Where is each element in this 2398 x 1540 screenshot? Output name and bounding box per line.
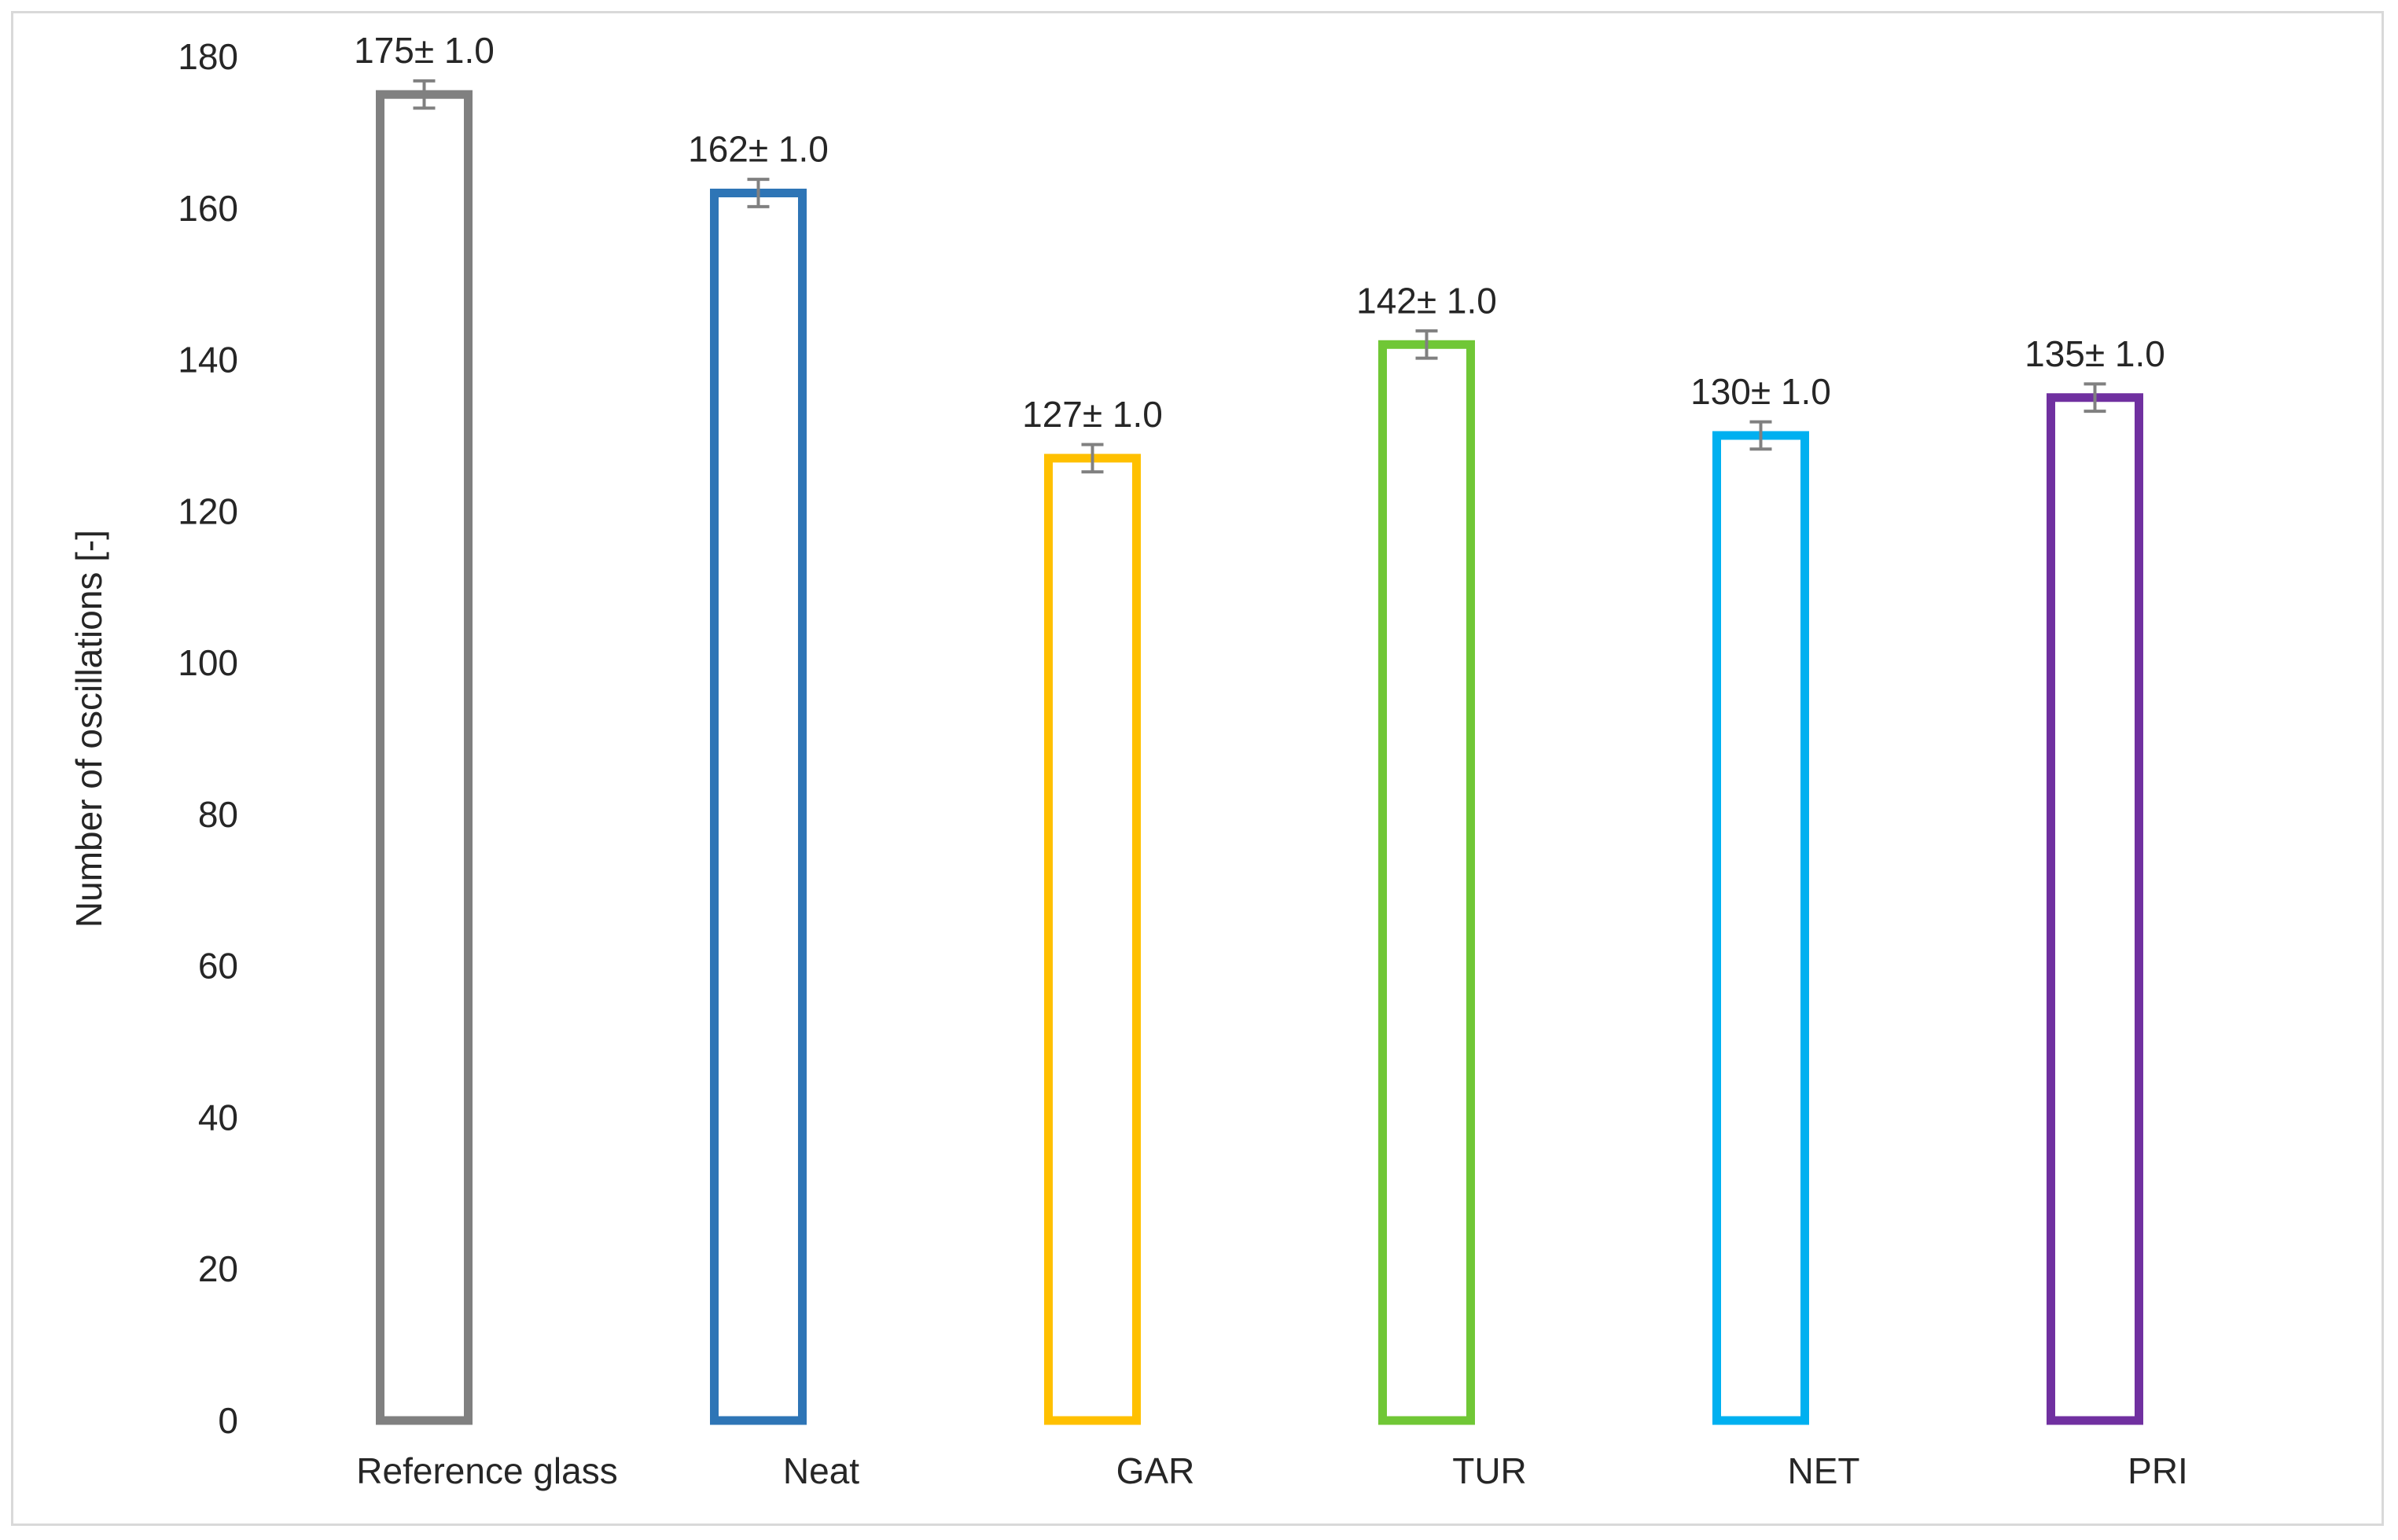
- y-tick-label: 40: [198, 1097, 238, 1138]
- y-tick-label: 120: [178, 491, 238, 531]
- bar: [2047, 393, 2143, 1425]
- data-label: 130± 1.0: [1690, 371, 1831, 412]
- y-tick-label: 160: [178, 188, 238, 229]
- data-label: 162± 1.0: [688, 129, 829, 170]
- y-tick-label: 140: [178, 340, 238, 380]
- y-tick-label: 180: [178, 36, 238, 77]
- x-axis: Reference glass Neat GAR TUR NET PRI: [356, 1450, 2188, 1491]
- x-tick-label: TUR: [1452, 1450, 1527, 1491]
- x-tick-label: GAR: [1116, 1450, 1195, 1491]
- y-tick-label: 80: [198, 794, 238, 835]
- chart-frame: 0 20 40 60 80 100 120 140 160 180 175± 1.0 162± 1.…: [11, 11, 2384, 1526]
- y-axis: 0 20 40 60 80 100 120 140 160 180: [178, 36, 238, 1441]
- data-label: 175± 1.0: [354, 30, 495, 71]
- y-tick-label: 100: [178, 642, 238, 683]
- y-tick-label: 0: [218, 1400, 238, 1441]
- bars: 175± 1.0 162± 1.0 127± 1.0 142± 1.0 130± 1.0…: [354, 30, 2165, 1425]
- bar: [1712, 431, 1809, 1425]
- data-label: 142± 1.0: [1356, 280, 1497, 321]
- x-tick-label: NET: [1788, 1450, 1860, 1491]
- y-axis-title: Number of oscillations [-]: [68, 530, 109, 928]
- bar: [1378, 340, 1475, 1425]
- y-tick-label: 20: [198, 1248, 238, 1289]
- x-tick-label: Neat: [783, 1450, 859, 1491]
- bar-chart: 0 20 40 60 80 100 120 140 160 180 175± 1.0 162± 1.…: [68, 30, 2188, 1491]
- y-tick-label: 60: [198, 946, 238, 987]
- data-label: 135± 1.0: [2025, 333, 2165, 374]
- bar: [376, 90, 473, 1425]
- x-tick-label: PRI: [2128, 1450, 2188, 1491]
- data-label: 127± 1.0: [1022, 394, 1163, 435]
- bar: [1044, 454, 1141, 1425]
- bar: [710, 189, 807, 1425]
- x-tick-label: Reference glass: [356, 1450, 617, 1491]
